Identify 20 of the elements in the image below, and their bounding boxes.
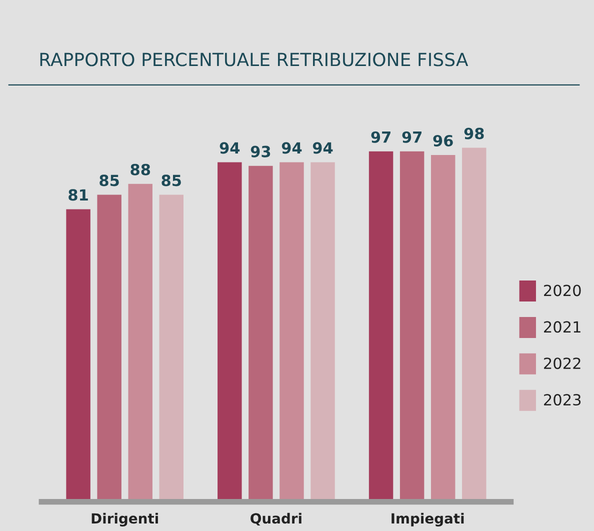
- data-label: 88: [130, 164, 150, 176]
- data-label: 85: [162, 174, 181, 186]
- data-label: 97: [402, 131, 422, 143]
- chart-title: RAPPORTO PERCENTUALE RETRIBUZIONE FISSA: [40, 52, 468, 66]
- data-label: 98: [464, 128, 484, 140]
- legend-label: 2021: [544, 321, 580, 333]
- x-tick-label: Impiegati: [392, 512, 464, 526]
- data-label: 93: [250, 146, 270, 158]
- data-label: 94: [282, 142, 302, 154]
- legend-label: 2022: [544, 358, 580, 370]
- legend-label: 2020: [544, 284, 581, 296]
- data-label: 81: [68, 189, 88, 201]
- x-tick-label: Quadri: [250, 512, 302, 526]
- x-tick-label: Dirigenti: [92, 512, 158, 526]
- data-label: 97: [371, 131, 390, 143]
- legend-label: 2023: [544, 394, 581, 406]
- data-label: 96: [433, 134, 453, 147]
- data-label: 94: [312, 142, 333, 154]
- data-label: 85: [100, 174, 119, 186]
- data-label: 94: [220, 142, 240, 154]
